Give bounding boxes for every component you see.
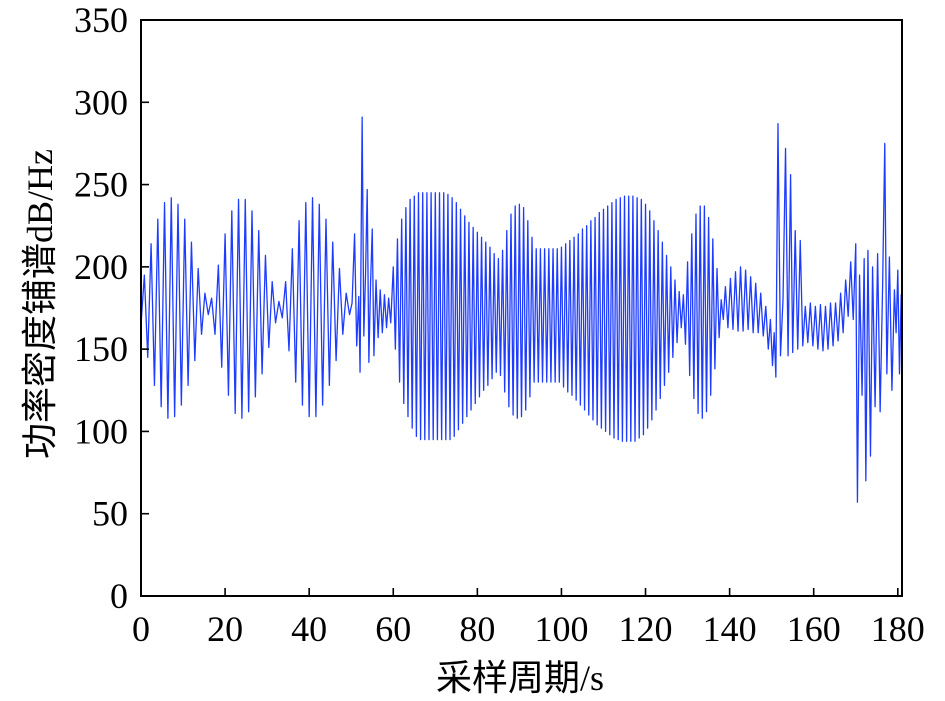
plot-frame (140, 19, 903, 597)
y-tick-label: 300 (74, 82, 128, 122)
x-tick-label: 180 (871, 609, 925, 649)
x-tick-label: 140 (703, 609, 757, 649)
y-tick-label: 350 (74, 0, 128, 40)
y-tick-labels: 0 50 100 150 200 250 300 350 (74, 0, 128, 616)
y-tick-label: 50 (92, 494, 128, 534)
y-tick-label: 250 (74, 165, 128, 205)
x-tick-label: 40 (291, 609, 327, 649)
y-tick-label: 200 (74, 247, 128, 287)
x-tick-label: 160 (787, 609, 841, 649)
y-tick-label: 150 (74, 329, 128, 369)
series-line (140, 116, 903, 503)
x-tick-label: 0 (132, 609, 150, 649)
x-tick-label: 60 (375, 609, 411, 649)
x-tick-labels: 0 20 40 60 80 100 120 140 160 180 (132, 609, 925, 649)
tick-marks (140, 19, 899, 597)
x-axis-label: 采样周期/s (436, 658, 604, 698)
y-axis-label: 功率密度铺谱dB/Hz (20, 149, 60, 459)
y-tick-label: 0 (110, 576, 128, 616)
x-tick-label: 80 (459, 609, 495, 649)
x-tick-label: 100 (534, 609, 588, 649)
y-tick-label: 100 (74, 411, 128, 451)
x-tick-label: 120 (619, 609, 673, 649)
x-tick-label: 20 (207, 609, 243, 649)
series-layer (140, 116, 903, 503)
